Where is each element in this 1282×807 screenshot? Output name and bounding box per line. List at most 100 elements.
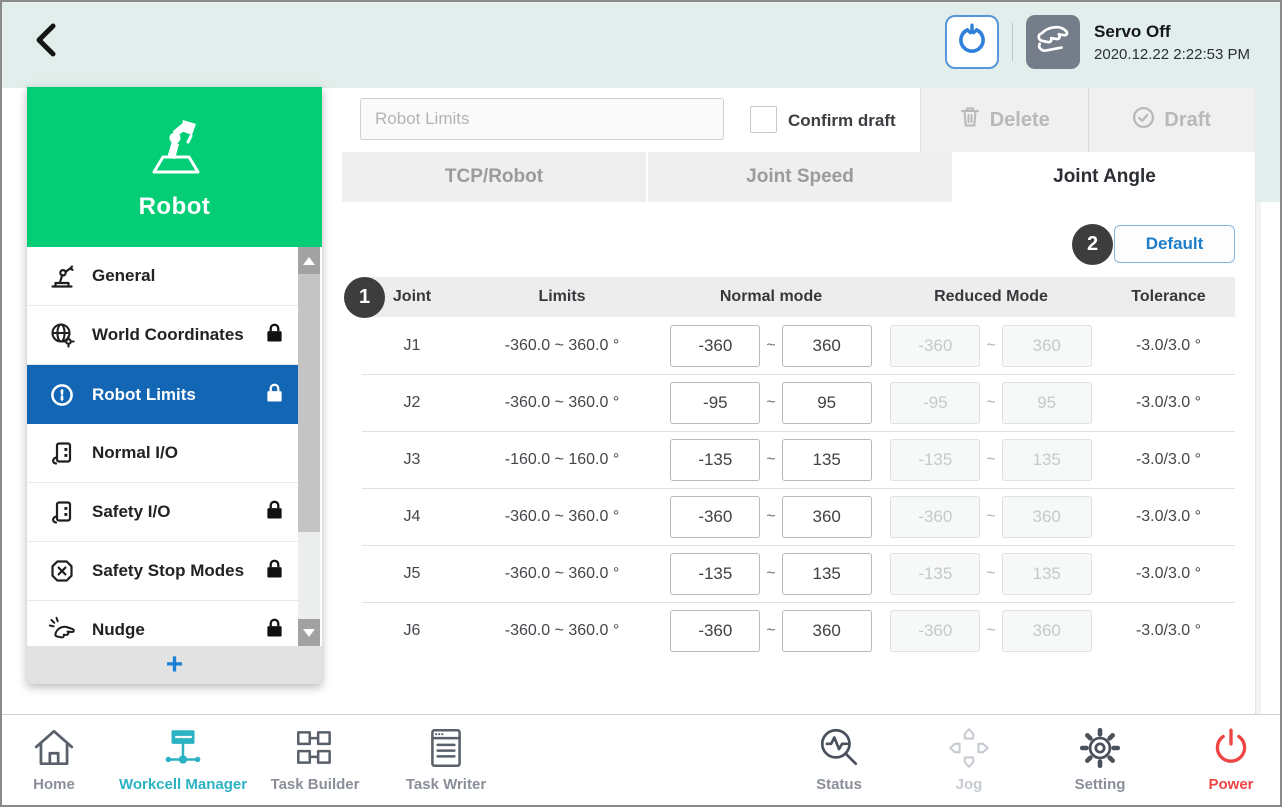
sidebar-item-label: Robot Limits <box>92 384 196 404</box>
stop-octagon-icon <box>47 557 77 585</box>
sidebar-item-normal-io[interactable]: Normal I/O <box>27 424 298 483</box>
nav-task-builder[interactable]: Task Builder <box>255 723 375 793</box>
lock-icon <box>265 499 284 525</box>
nav-workcell-manager[interactable]: Workcell Manager <box>103 723 263 793</box>
sidebar-item-nudge[interactable]: Nudge <box>27 601 298 646</box>
normal-min-input[interactable] <box>670 610 761 652</box>
power-icon <box>1208 723 1254 773</box>
item-name-input[interactable] <box>360 98 724 140</box>
toolbar-actions: Delete Draft <box>920 88 1255 152</box>
tilde-separator: ~ <box>986 508 996 525</box>
joint-limits: -160.0 ~ 160.0 ° <box>504 451 620 468</box>
robot-arm-small-icon <box>47 262 77 290</box>
joint-table-header: Joint Limits Normal mode Reduced Mode To… <box>362 277 1235 317</box>
back-button[interactable] <box>24 18 70 64</box>
reduced-max-input <box>1001 382 1092 424</box>
nav-status[interactable]: Status <box>789 723 889 793</box>
content-scrollbar-track[interactable] <box>1255 202 1261 714</box>
servo-mode-tile[interactable] <box>1026 15 1081 69</box>
status-icon <box>816 723 862 773</box>
nav-label: Status <box>816 776 862 793</box>
tab-joint-angle[interactable]: Joint Angle <box>954 152 1255 202</box>
nav-label: Jog <box>955 776 983 793</box>
normal-min-input[interactable] <box>670 382 761 424</box>
nav-setting[interactable]: Setting <box>1050 723 1150 793</box>
limits-tabs: TCP/Robot Joint Speed Joint Angle <box>342 152 1255 202</box>
reduced-max-input <box>1001 496 1092 538</box>
draft-label: Draft <box>1164 108 1212 131</box>
robot-arm-icon <box>138 114 212 185</box>
normal-max-input[interactable] <box>781 553 872 595</box>
tilde-separator: ~ <box>986 565 996 582</box>
tilde-separator: ~ <box>766 565 776 582</box>
normal-max-input[interactable] <box>781 382 872 424</box>
normal-min-input[interactable] <box>670 439 761 481</box>
nudge-hand-icon <box>47 616 77 644</box>
header-joint: Joint <box>392 288 432 305</box>
joint-limits: -360.0 ~ 360.0 ° <box>504 394 620 411</box>
joint-tolerance: -3.0/3.0 ° <box>1135 336 1202 354</box>
sidebar-item-label: Nudge <box>92 620 145 639</box>
default-button[interactable]: Default <box>1114 225 1235 263</box>
task-writer-icon <box>423 723 469 773</box>
normal-max-input[interactable] <box>781 610 872 652</box>
sidebar-item-safety-io[interactable]: Safety I/O <box>27 483 298 542</box>
workcell-manager-icon <box>160 723 206 773</box>
joint-limits: -360.0 ~ 360.0 ° <box>504 622 620 639</box>
scrollbar-down-button[interactable] <box>298 619 320 646</box>
normal-min-input[interactable] <box>670 496 761 538</box>
nav-label: Task Builder <box>270 776 360 793</box>
gripper-button[interactable] <box>945 15 1000 69</box>
sidebar-scrollbar[interactable] <box>298 247 320 646</box>
confirm-draft-checkbox[interactable] <box>750 106 777 133</box>
delete-button[interactable]: Delete <box>921 88 1088 152</box>
header-reduced-mode: Reduced Mode <box>934 288 1048 305</box>
joint-tolerance: -3.0/3.0 ° <box>1135 622 1202 639</box>
joint-limits: -360.0 ~ 360.0 ° <box>504 565 620 582</box>
draft-button[interactable]: Draft <box>1087 88 1256 152</box>
add-workcell-bar[interactable]: + <box>27 646 322 684</box>
confirm-draft-label: Confirm draft <box>788 111 896 130</box>
normal-max-input[interactable] <box>781 324 872 367</box>
normal-min-input[interactable] <box>670 324 761 367</box>
normal-max-input[interactable] <box>781 496 872 538</box>
io-panel-icon <box>47 439 77 467</box>
normal-min-input[interactable] <box>670 553 761 595</box>
nav-label: Setting <box>1074 776 1126 793</box>
tab-joint-speed[interactable]: Joint Speed <box>648 152 952 202</box>
plus-icon[interactable]: + <box>165 648 184 681</box>
joint-table-row: J4 -360.0 ~ 360.0 ° ~ ~ -3.0/3.0 ° <box>362 488 1235 545</box>
scrollbar-thumb[interactable] <box>298 274 320 532</box>
joint-table-row: J3 -160.0 ~ 160.0 ° ~ ~ -3.0/3.0 ° <box>362 431 1235 488</box>
sidebar-item-label: General <box>92 266 156 285</box>
sidebar-item-world-coordinates[interactable]: World Coordinates <box>27 306 298 365</box>
nav-home[interactable]: Home <box>9 723 99 793</box>
sidebar-item-general[interactable]: General <box>27 247 298 306</box>
trash-icon <box>959 105 981 135</box>
sidebar-title: Robot <box>138 192 211 220</box>
triangle-up-icon <box>303 256 315 265</box>
nav-label: Task Writer <box>405 776 487 793</box>
nav-task-writer[interactable]: Task Writer <box>386 723 506 793</box>
sidebar-item-label: Safety Stop Modes <box>92 561 245 580</box>
workcell-header-robot[interactable]: Robot <box>27 87 322 247</box>
reduced-min-input <box>890 324 981 367</box>
tab-tcp-robot[interactable]: TCP/Robot <box>342 152 646 202</box>
nav-power[interactable]: Power <box>1181 723 1280 793</box>
reduced-min-input <box>890 382 981 424</box>
joint-table-row: J2 -360.0 ~ 360.0 ° ~ ~ -3.0/3.0 ° <box>362 374 1235 431</box>
normal-max-input[interactable] <box>781 439 872 481</box>
lock-icon <box>265 558 284 584</box>
scrollbar-up-button[interactable] <box>298 247 320 274</box>
reduced-max-input <box>1001 439 1092 481</box>
joint-label: J6 <box>403 622 421 639</box>
joint-limits: -360.0 ~ 360.0 ° <box>504 508 620 525</box>
reduced-min-input <box>890 439 981 481</box>
tilde-separator: ~ <box>986 622 996 639</box>
world-coordinates-icon <box>47 321 77 349</box>
sidebar-item-robot-limits[interactable]: Robot Limits <box>27 365 298 424</box>
sidebar-item-safety-stop-modes[interactable]: Safety Stop Modes <box>27 542 298 601</box>
workcell-sidebar: Robot General <box>27 87 322 684</box>
reduced-max-input <box>1001 553 1092 595</box>
